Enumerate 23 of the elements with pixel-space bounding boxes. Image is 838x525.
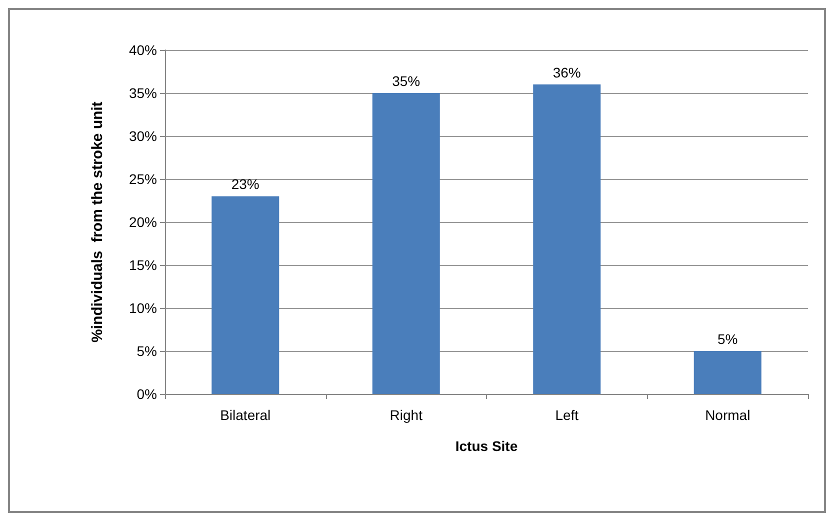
data-label: 36% xyxy=(552,64,581,80)
y-tick-label: 15% xyxy=(128,257,157,273)
y-tick-label: 30% xyxy=(128,128,157,144)
y-tick-label: 10% xyxy=(128,300,157,316)
data-label: 35% xyxy=(392,73,420,89)
y-tick-label: 25% xyxy=(128,171,157,187)
x-axis-title: Ictus Site xyxy=(455,438,518,454)
x-tick-label: Right xyxy=(390,407,423,423)
y-tick-label: 35% xyxy=(128,85,157,101)
bar xyxy=(533,84,601,394)
x-tick-label: Normal xyxy=(705,407,750,423)
x-tick-label: Bilateral xyxy=(220,407,271,423)
bar xyxy=(694,351,762,394)
y-tick-label: 5% xyxy=(136,343,157,359)
data-label: 5% xyxy=(718,331,738,347)
y-tick-label: 20% xyxy=(128,214,157,230)
bar xyxy=(212,196,280,394)
data-label: 23% xyxy=(231,176,260,192)
y-tick-label: 40% xyxy=(128,42,157,58)
y-axis-title: %individuals from the stroke unit xyxy=(89,102,106,342)
x-tick-label: Left xyxy=(555,407,579,423)
y-tick-label: 0% xyxy=(136,386,157,402)
bar xyxy=(372,93,440,394)
